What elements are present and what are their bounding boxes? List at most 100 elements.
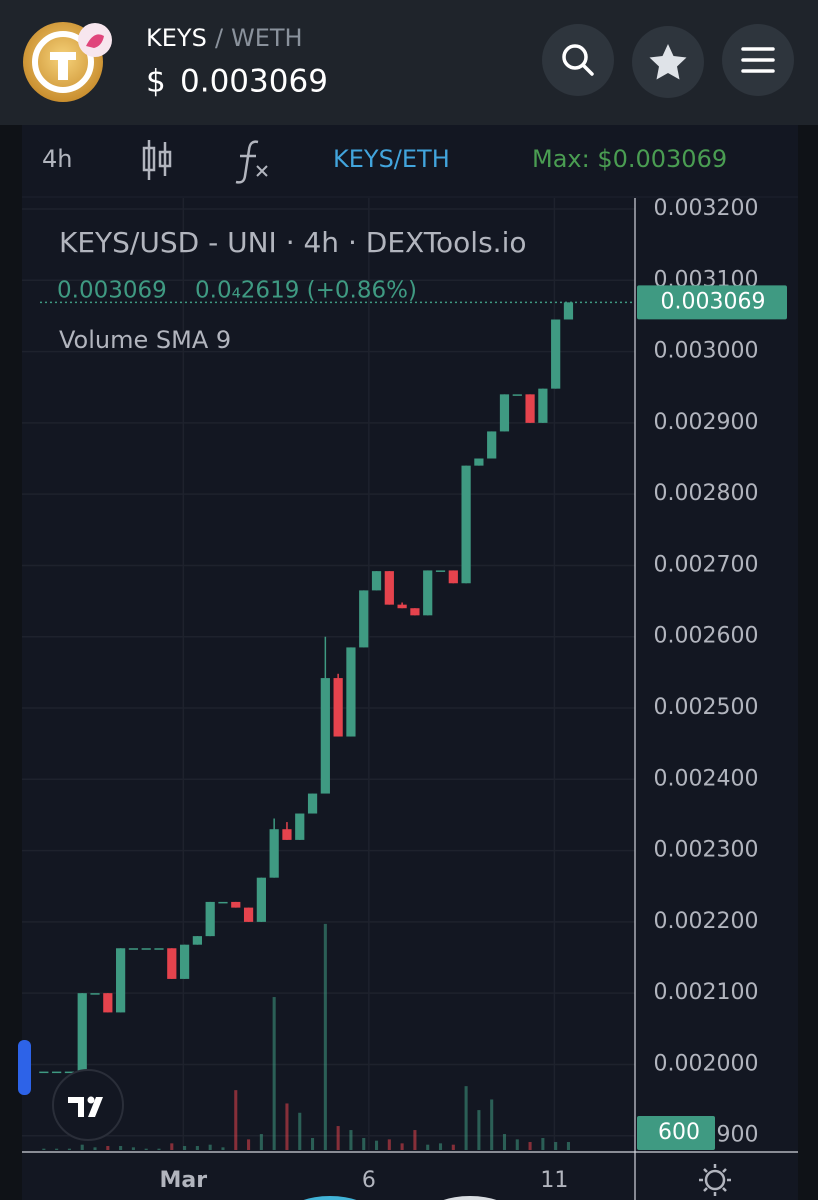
candle-body	[90, 993, 100, 995]
star-icon[interactable]	[649, 44, 687, 80]
pair-button[interactable]: KEYS/ETH	[333, 145, 450, 173]
candle-body	[384, 571, 394, 605]
y-tick-label: 0.002300	[654, 838, 759, 863]
volume-bar	[477, 1110, 481, 1150]
volume-bar	[234, 1090, 238, 1150]
candle-body	[116, 948, 126, 1013]
candle-body	[371, 571, 382, 591]
quote-symbol: WETH	[231, 24, 303, 52]
volume-bar	[170, 1143, 174, 1150]
volume-bar	[451, 1144, 455, 1150]
x-tick-label: 6	[362, 1168, 376, 1193]
menu-button[interactable]	[722, 24, 794, 96]
candle-body	[295, 813, 305, 840]
tradingview-glyph[interactable]	[68, 1097, 103, 1117]
search-icon[interactable]	[581, 63, 594, 76]
volume-bar	[131, 1147, 135, 1150]
candle-body	[154, 948, 164, 950]
candle-body	[282, 829, 292, 840]
candle-body	[397, 604, 407, 609]
volume-bar	[55, 1148, 59, 1150]
indicators-button[interactable]	[235, 140, 268, 184]
y-tick-label: 0.002700	[654, 552, 759, 577]
side-handle[interactable]	[18, 1040, 31, 1095]
tradingview-logo[interactable]	[52, 1069, 124, 1141]
candle-body	[192, 936, 202, 945]
base-symbol: KEYS	[146, 24, 207, 52]
candle-body	[128, 948, 139, 950]
icon-body[interactable]	[158, 150, 172, 168]
search-icon[interactable]	[562, 44, 588, 70]
volume-bar	[362, 1138, 366, 1150]
volume-bar	[195, 1146, 199, 1150]
candle-body	[231, 901, 241, 908]
settings-icon[interactable]	[704, 1169, 726, 1191]
volume-bar	[247, 1139, 251, 1150]
volume-bar	[157, 1148, 161, 1150]
candle-body	[77, 993, 87, 1072]
volume-bar	[374, 1140, 379, 1150]
volume-label: 600	[658, 1120, 700, 1145]
volume-bar	[259, 1134, 263, 1150]
candle-body	[243, 907, 254, 922]
y-tick-label: 0.002800	[654, 481, 759, 506]
volume-bar	[80, 1144, 84, 1150]
volume-tag	[637, 1116, 715, 1150]
fx-icon[interactable]	[256, 165, 268, 177]
candle-body	[461, 465, 471, 584]
candle-body	[410, 608, 420, 616]
menu-icon[interactable]	[741, 47, 775, 73]
legend-change: 0.0₄2619 (+0.86%)	[195, 278, 417, 304]
y-tick-label: 0.002400	[654, 766, 759, 791]
volume-bar	[208, 1144, 212, 1150]
volume-bar	[426, 1144, 430, 1150]
volume-legend: Volume SMA 9	[59, 326, 231, 354]
candle-body	[474, 458, 484, 466]
floating-button[interactable]	[430, 1196, 510, 1200]
volume-bar	[438, 1143, 443, 1150]
y-tick-label: 0.002200	[654, 909, 759, 934]
candle-body	[551, 319, 561, 389]
candle-body	[448, 570, 458, 584]
volume-bar	[528, 1142, 532, 1150]
y-tick-label: 0.002100	[654, 980, 759, 1005]
volume-bar	[119, 1146, 123, 1150]
candle-body	[346, 647, 356, 737]
floating-button[interactable]	[290, 1196, 370, 1200]
volume-bar	[285, 1103, 289, 1150]
volume-bar	[93, 1147, 97, 1150]
volume-bar	[323, 923, 327, 1150]
fx-icon[interactable]	[235, 140, 259, 184]
y-tick-label: 0.002000	[654, 1051, 759, 1076]
legend-close: 0.003069	[57, 278, 167, 304]
volume-bar	[42, 1148, 46, 1150]
token-logo-ring	[32, 31, 94, 93]
candle-body	[538, 388, 548, 423]
candle-body	[423, 570, 433, 616]
dex-logo-glyph	[86, 34, 104, 48]
icon-body[interactable]	[142, 146, 156, 172]
candle-body	[167, 948, 177, 979]
chart-legend-title: KEYS/USD - UNI · 4h · DEXTools.io	[59, 226, 526, 259]
candle-body	[103, 993, 113, 1013]
interval-button[interactable]: 4h	[42, 145, 72, 173]
candle-body	[499, 394, 510, 432]
volume-bar	[413, 1130, 417, 1150]
candle-body	[64, 1071, 75, 1074]
tradingview-glyph[interactable]	[87, 1096, 95, 1104]
candle-body	[141, 948, 151, 950]
volume-bar	[183, 1146, 187, 1150]
volume-bar	[464, 1086, 468, 1150]
favorite-button[interactable]	[632, 26, 704, 98]
candle-body	[359, 590, 369, 648]
volume-bar	[106, 1146, 110, 1150]
search-button[interactable]	[542, 24, 614, 96]
settings-icon[interactable]	[699, 1164, 731, 1196]
button-bg[interactable]	[542, 24, 614, 96]
volume-bar	[515, 1139, 519, 1150]
chart-type-button[interactable]	[142, 140, 172, 180]
separator: /	[215, 24, 224, 52]
y-tick-label: 0.002900	[654, 410, 759, 435]
volume-bar	[272, 997, 276, 1150]
